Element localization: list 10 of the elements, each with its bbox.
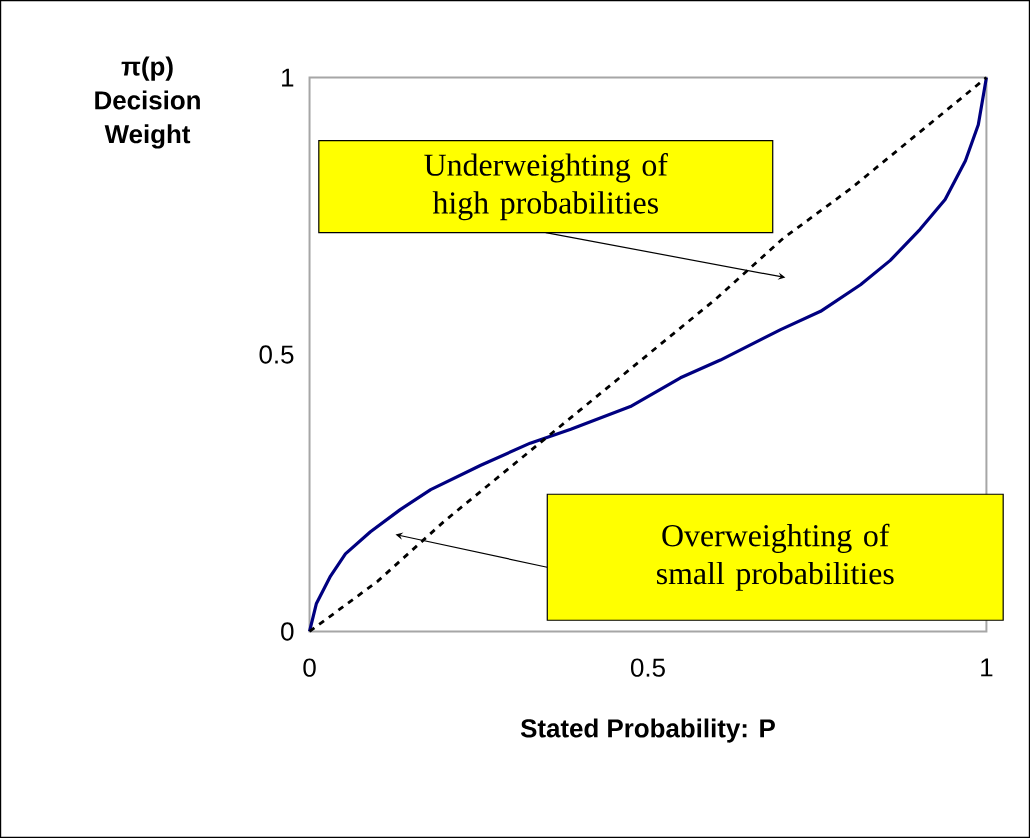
annotation: Overweighting of small probabilities xyxy=(657,523,894,591)
y-axis-title: π(p) Decision Weight xyxy=(95,56,200,149)
annotation: Underweighting of high probabilities xyxy=(424,153,668,221)
y-tick-label: 0 xyxy=(281,622,294,641)
x-tick-label: 0.5 xyxy=(630,658,665,677)
y-tick-label: 1 xyxy=(282,68,294,87)
x-tick-label: 1 xyxy=(981,658,993,677)
y-tick-label: 0.5 xyxy=(259,345,294,364)
x-tick-label: 0 xyxy=(303,658,316,677)
x-axis-title: Stated Probability: P xyxy=(520,718,775,743)
